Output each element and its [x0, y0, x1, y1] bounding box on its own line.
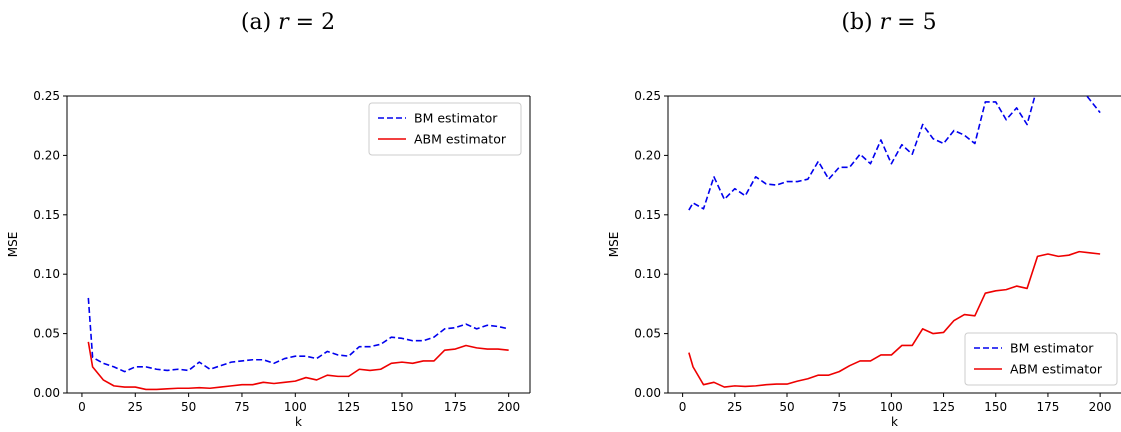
- y-tick-label: 0.00: [634, 386, 661, 400]
- x-tick-label: 75: [234, 400, 249, 414]
- x-tick-label: 0: [679, 400, 687, 414]
- legend-label-abm: ABM estimator: [1010, 362, 1103, 377]
- x-tick-label: 25: [727, 400, 742, 414]
- x-axis-label: k: [295, 415, 302, 429]
- series-line-bm: [87, 297, 509, 373]
- series-group: [87, 297, 509, 391]
- legend-label-bm: BM estimator: [1010, 341, 1094, 356]
- x-tick-label: 100: [284, 400, 307, 414]
- x-tick-label: 150: [391, 400, 414, 414]
- x-tick-label: 200: [1089, 400, 1112, 414]
- y-tick-label: 0.25: [33, 89, 60, 103]
- x-tick-label: 175: [1036, 400, 1059, 414]
- legend-box: [368, 102, 522, 156]
- series-line-bm: [688, 96, 1101, 211]
- legend-label-bm: BM estimator: [414, 111, 498, 126]
- y-tick-label: 0.15: [634, 208, 661, 222]
- chart-a: 0.00 0.05 0.10 0.15 0.20 0.25 0 25 50 75 100 125 150…: [6, 89, 531, 429]
- chart-b: 0.00 0.05 0.10 0.15 0.20 0.25 0 25 50 75 100 125 150…: [607, 89, 1121, 429]
- legend: BM estimator ABM estimator: [964, 332, 1118, 386]
- y-tick-label: 0.05: [33, 327, 60, 341]
- y-tick-label: 0.05: [634, 327, 661, 341]
- y-axis-label: MSE: [6, 232, 20, 258]
- series-line-abm: [688, 250, 1101, 388]
- y-tick-label: 0.20: [634, 148, 661, 162]
- x-tick-label: 25: [128, 400, 143, 414]
- x-tick-label: 125: [337, 400, 360, 414]
- x-tick-label: 75: [832, 400, 847, 414]
- series-group: [688, 96, 1101, 388]
- legend-box: [964, 332, 1118, 386]
- x-tick-label: 175: [444, 400, 467, 414]
- y-tick-label: 0.20: [33, 148, 60, 162]
- legend-label-abm: ABM estimator: [414, 132, 507, 147]
- x-tick-label: 50: [181, 400, 196, 414]
- series-line-abm: [87, 341, 509, 391]
- x-tick-label: 100: [880, 400, 903, 414]
- x-tick-label: 125: [932, 400, 955, 414]
- legend: BM estimator ABM estimator: [368, 102, 522, 156]
- x-tick-label: 200: [497, 400, 520, 414]
- y-tick-label: 0.10: [634, 267, 661, 281]
- caption-b: (b) r = 5: [841, 10, 936, 35]
- x-axis-label: k: [891, 415, 898, 429]
- y-tick-label: 0.00: [33, 386, 60, 400]
- x-tick-label: 150: [984, 400, 1007, 414]
- y-tick-label: 0.25: [634, 89, 661, 103]
- x-tick-label: 0: [78, 400, 86, 414]
- x-tick-label: 50: [779, 400, 794, 414]
- y-axis-label: MSE: [607, 232, 621, 258]
- caption-a: (a) r = 2: [241, 10, 335, 35]
- y-tick-label: 0.15: [33, 208, 60, 222]
- y-tick-label: 0.10: [33, 267, 60, 281]
